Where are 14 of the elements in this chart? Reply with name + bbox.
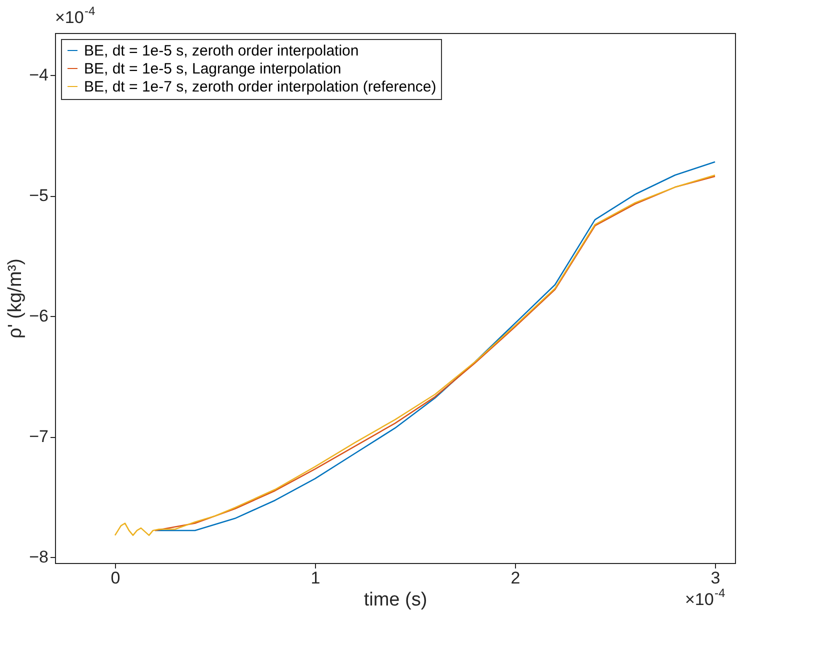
x-tick-label: 1: [310, 568, 320, 588]
legend-label: BE, dt = 1e-7 s, zeroth order interpolation (reference): [84, 78, 436, 96]
x-tick-label: 2: [510, 568, 520, 588]
y-tick-label: −7: [29, 427, 48, 446]
y-tick-label: −4: [29, 66, 48, 85]
x-tick-label: 0: [110, 568, 120, 588]
legend-label: BE, dt = 1e-5 s, Lagrange interpolation: [84, 60, 342, 78]
legend-label: BE, dt = 1e-5 s, zeroth order interpolation: [84, 42, 359, 60]
x-tick-label: 3: [710, 568, 720, 588]
y-tick-label: −6: [29, 306, 48, 326]
y-axis-title: ρ' (kg/m³): [5, 258, 26, 338]
y-tick-label: −8: [29, 547, 48, 566]
x-axis-title: time (s): [364, 590, 428, 610]
y-tick-label: −5: [29, 186, 48, 206]
